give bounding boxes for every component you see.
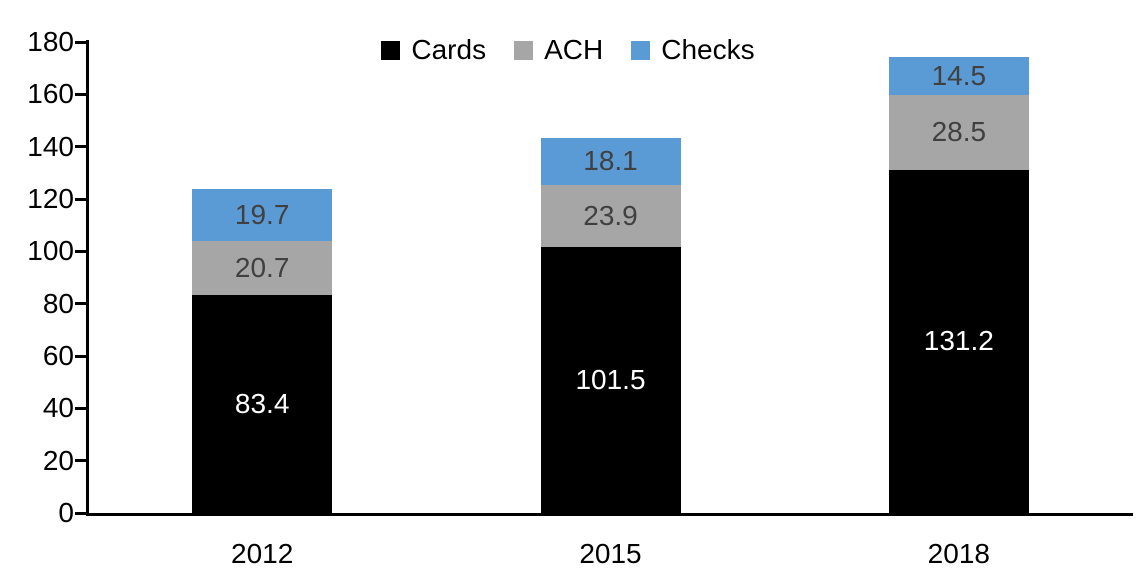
bar-segment-checks-2015: 18.1 bbox=[540, 137, 681, 185]
bar-segment-checks-2018: 14.5 bbox=[888, 57, 1029, 96]
y-axis-tick-label: 160 bbox=[27, 78, 74, 110]
ach-swatch-icon bbox=[514, 40, 534, 60]
legend-label-ach: ACH bbox=[544, 34, 604, 65]
data-label-checks-2012: 19.7 bbox=[234, 198, 290, 230]
x-axis-label-2015: 2015 bbox=[579, 538, 642, 569]
y-axis-tick bbox=[75, 459, 86, 463]
y-axis-tick bbox=[75, 40, 86, 44]
y-axis-tick bbox=[75, 249, 86, 253]
y-axis-tick bbox=[75, 197, 86, 201]
y-axis-tick bbox=[75, 92, 86, 96]
y-axis-tick bbox=[75, 406, 86, 410]
data-label-checks-2018: 14.5 bbox=[931, 60, 987, 92]
y-axis-tick-label: 120 bbox=[27, 183, 74, 214]
data-label-cards-2015: 101.5 bbox=[575, 364, 646, 396]
y-axis-tick-label: 140 bbox=[27, 130, 74, 162]
y-axis-tick bbox=[75, 145, 86, 149]
checks-swatch-icon bbox=[631, 40, 651, 60]
data-label-cards-2012: 83.4 bbox=[234, 387, 290, 419]
bar-segment-cards-2015: 101.5 bbox=[540, 247, 681, 513]
y-axis-line bbox=[86, 40, 89, 516]
cards-swatch-icon bbox=[381, 40, 401, 60]
legend-item-ach: ACH bbox=[514, 36, 603, 64]
bar-segment-ach-2015: 23.9 bbox=[540, 184, 681, 248]
legend-label-cards: Cards bbox=[411, 34, 487, 65]
legend-item-checks: Checks bbox=[631, 34, 755, 65]
bar-segment-ach-2012: 20.7 bbox=[192, 240, 333, 295]
data-label-ach-2015: 23.9 bbox=[583, 200, 638, 232]
bar-segment-cards-2012: 83.4 bbox=[192, 294, 333, 513]
legend-label-checks: Checks bbox=[661, 34, 755, 65]
data-label-cards-2018: 131.2 bbox=[923, 325, 994, 357]
bar-segment-ach-2018: 28.5 bbox=[888, 95, 1029, 170]
x-axis-label-2012: 2012 bbox=[231, 538, 294, 569]
y-axis-tick-label: 60 bbox=[42, 340, 74, 371]
data-label-ach-2018: 28.5 bbox=[931, 116, 987, 148]
y-axis-tick-label: 40 bbox=[42, 392, 74, 424]
y-axis-tick bbox=[75, 302, 86, 306]
bar-segment-checks-2012: 19.7 bbox=[192, 189, 333, 241]
y-axis-tick-label: 180 bbox=[27, 26, 74, 57]
x-axis-label-2018: 2018 bbox=[927, 538, 990, 569]
data-label-ach-2012: 20.7 bbox=[234, 251, 290, 283]
bar-segment-cards-2018: 131.2 bbox=[888, 169, 1029, 513]
y-axis-tick-label: 100 bbox=[27, 235, 74, 267]
legend-item-cards: Cards bbox=[381, 36, 486, 64]
data-label-checks-2015: 18.1 bbox=[583, 145, 638, 177]
y-axis-tick-label: 80 bbox=[42, 287, 74, 319]
x-axis-line bbox=[86, 513, 1133, 516]
y-axis-tick bbox=[75, 511, 86, 515]
y-axis-tick bbox=[75, 354, 86, 358]
y-axis-tick-label: 0 bbox=[58, 497, 74, 528]
y-axis-tick-label: 20 bbox=[42, 444, 74, 476]
